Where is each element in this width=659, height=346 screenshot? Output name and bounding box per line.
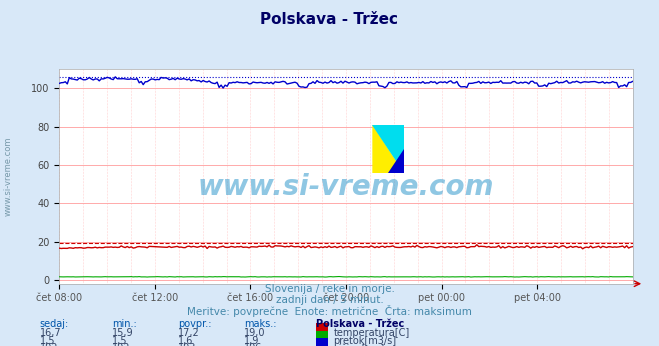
Text: povpr.:: povpr.:	[178, 319, 212, 329]
Text: sedaj:: sedaj:	[40, 319, 69, 329]
Text: 102: 102	[112, 343, 130, 346]
Text: zadnji dan / 5 minut.: zadnji dan / 5 minut.	[275, 295, 384, 305]
Text: 19,0: 19,0	[244, 328, 266, 338]
Text: 15,9: 15,9	[112, 328, 134, 338]
Text: 1,5: 1,5	[40, 336, 55, 346]
Text: pretok[m3/s]: pretok[m3/s]	[333, 336, 397, 346]
Text: 1,5: 1,5	[112, 336, 128, 346]
Text: 17,2: 17,2	[178, 328, 200, 338]
Polygon shape	[372, 125, 404, 173]
Text: www.si-vreme.com: www.si-vreme.com	[3, 137, 13, 216]
Text: 106: 106	[244, 343, 262, 346]
Text: temperatura[C]: temperatura[C]	[333, 328, 410, 338]
Polygon shape	[388, 149, 404, 173]
Text: 102: 102	[40, 343, 58, 346]
Text: maks.:: maks.:	[244, 319, 276, 329]
Text: 1,9: 1,9	[244, 336, 259, 346]
Text: 16,7: 16,7	[40, 328, 61, 338]
Text: min.:: min.:	[112, 319, 137, 329]
Polygon shape	[372, 125, 404, 173]
Text: višina[cm]: višina[cm]	[333, 343, 385, 346]
Text: Meritve: povprečne  Enote: metrične  Črta: maksimum: Meritve: povprečne Enote: metrične Črta:…	[187, 305, 472, 317]
Text: 103: 103	[178, 343, 196, 346]
Text: 1,6: 1,6	[178, 336, 193, 346]
Text: www.si-vreme.com: www.si-vreme.com	[198, 173, 494, 201]
Text: Slovenija / reke in morje.: Slovenija / reke in morje.	[264, 284, 395, 294]
Text: Polskava - Tržec: Polskava - Tržec	[260, 12, 399, 27]
Text: Polskava - Tržec: Polskava - Tržec	[316, 319, 405, 329]
